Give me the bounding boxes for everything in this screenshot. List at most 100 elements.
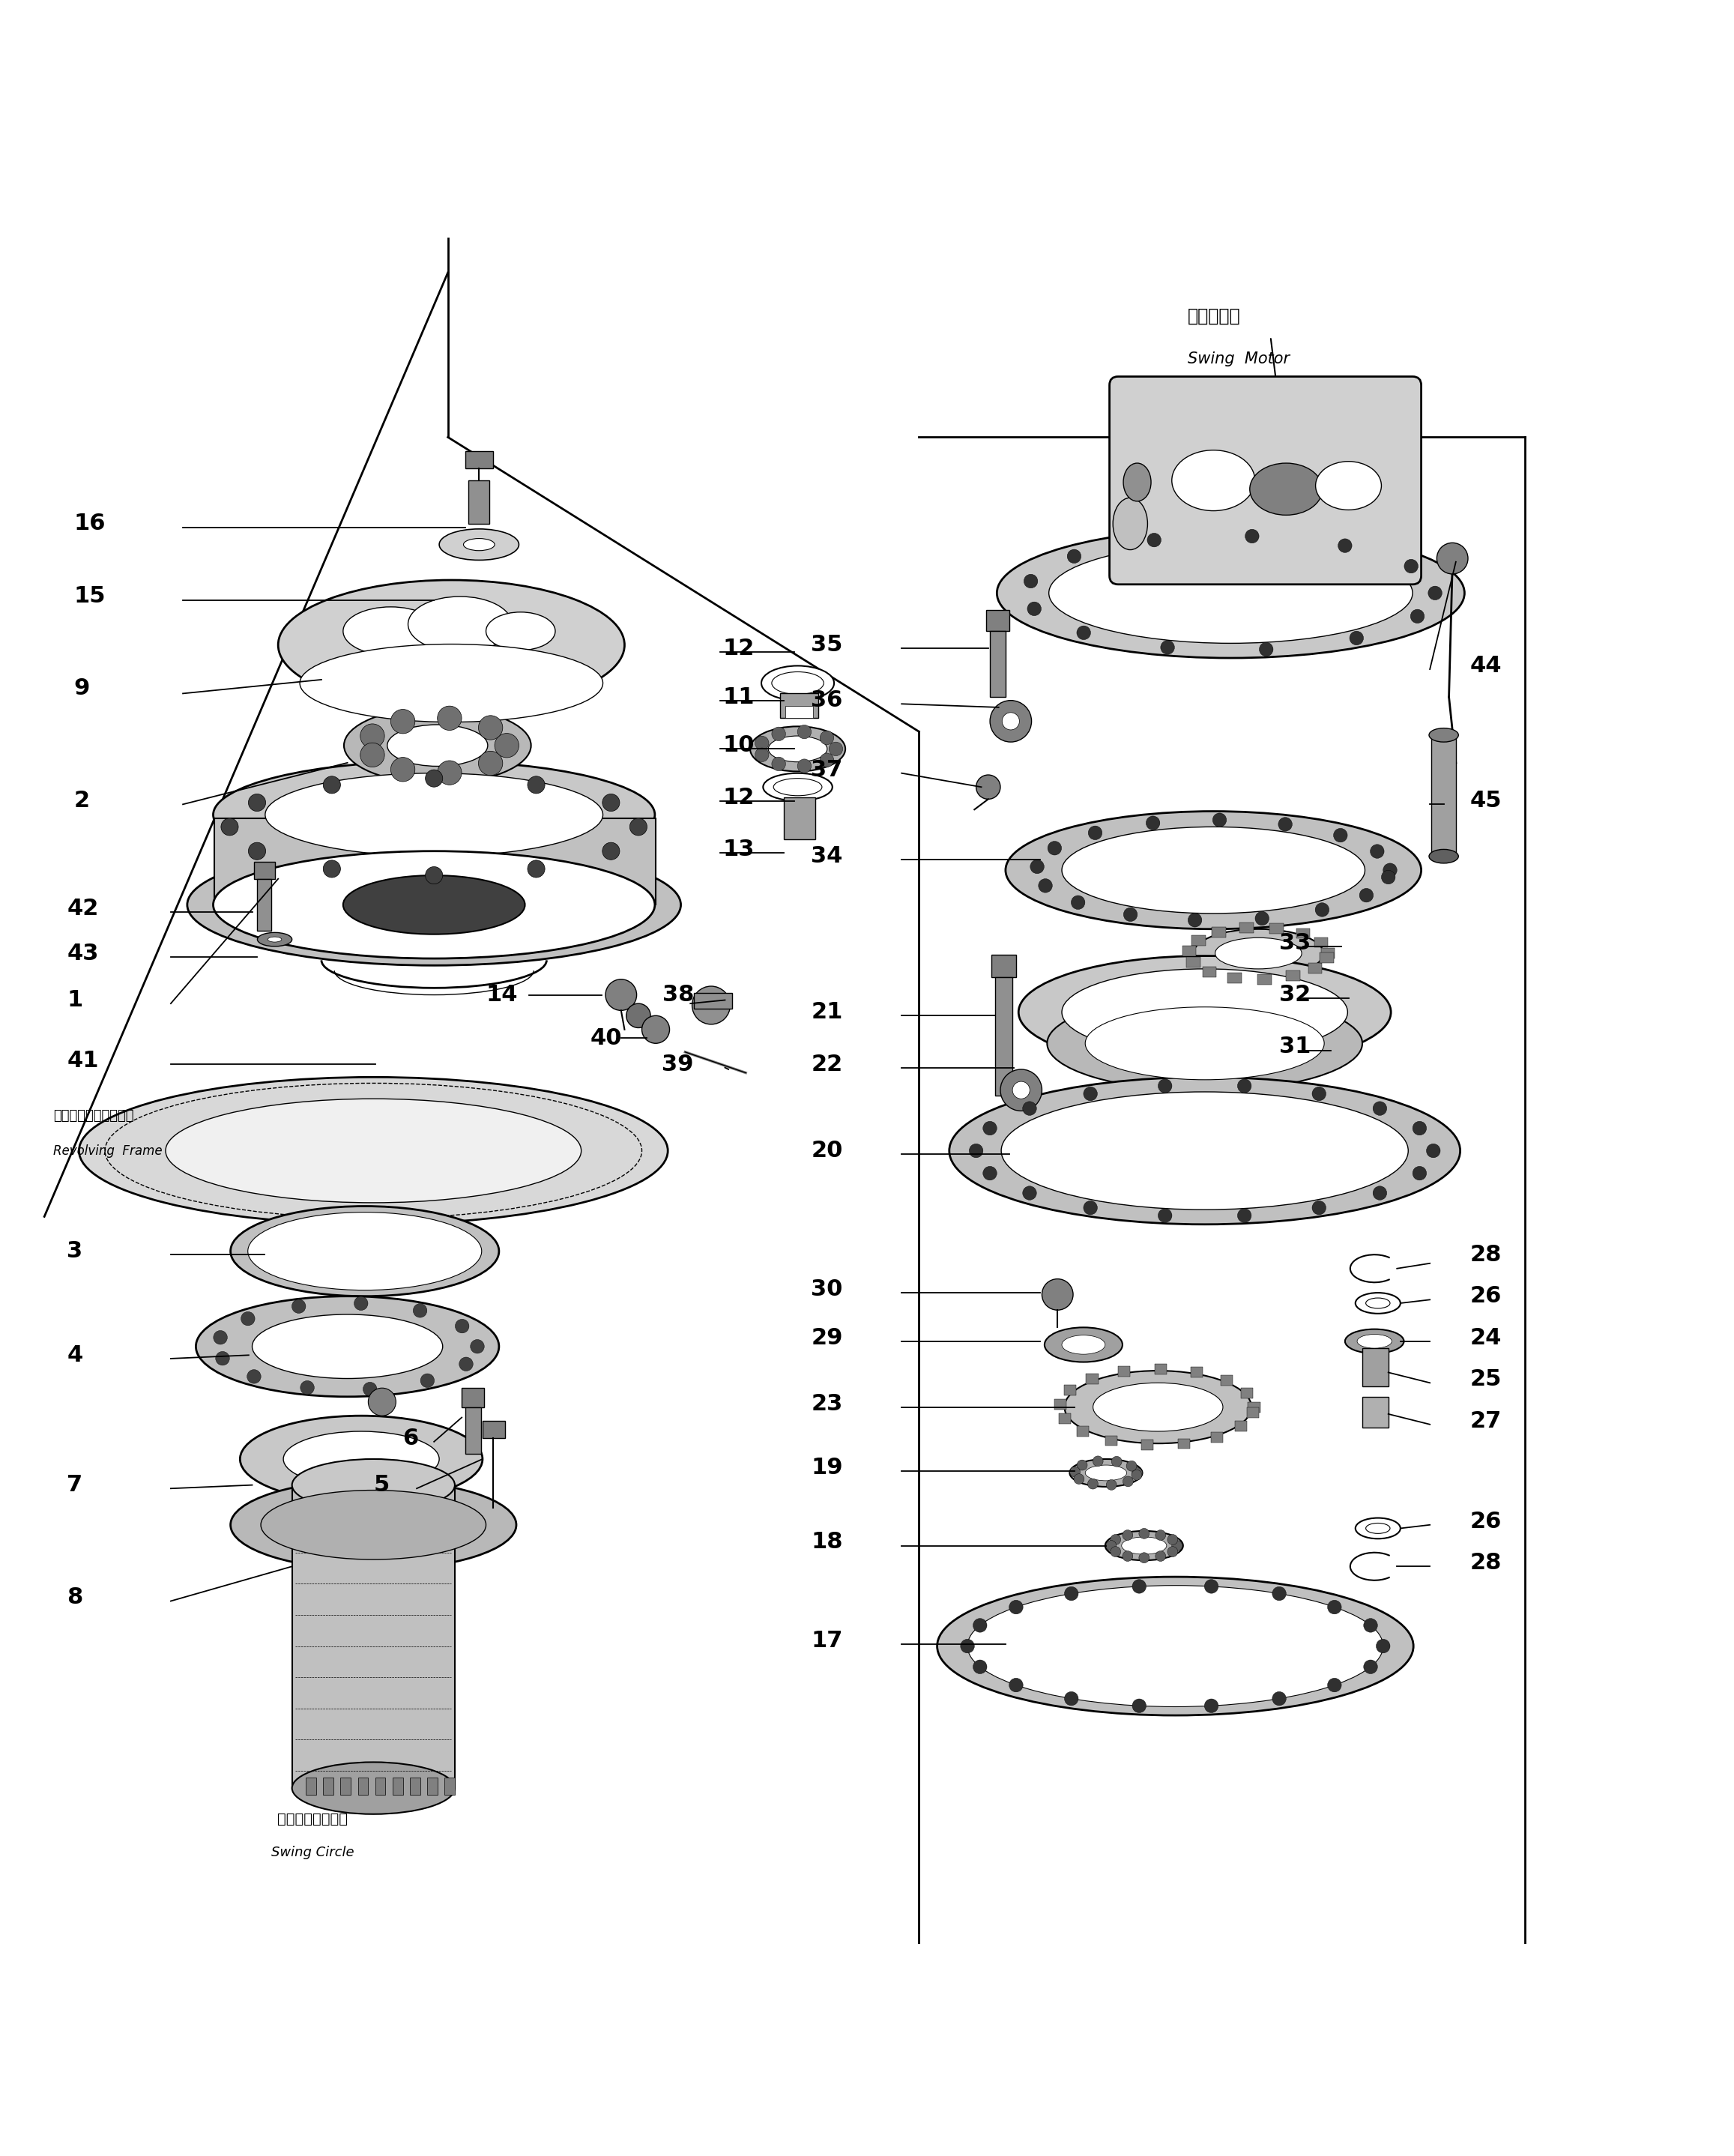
Ellipse shape (763, 774, 832, 800)
Circle shape (494, 733, 518, 757)
Circle shape (1070, 1466, 1080, 1477)
Text: 38: 38 (662, 983, 694, 1005)
Circle shape (1042, 1279, 1073, 1311)
Circle shape (1155, 1550, 1165, 1561)
Circle shape (1146, 815, 1160, 830)
Ellipse shape (165, 1100, 581, 1203)
Circle shape (1110, 1535, 1120, 1546)
Text: 10: 10 (723, 735, 754, 757)
Circle shape (1087, 1479, 1098, 1490)
Circle shape (1158, 1078, 1172, 1093)
Circle shape (1167, 1546, 1177, 1557)
Ellipse shape (1429, 849, 1458, 862)
Circle shape (1273, 1692, 1287, 1705)
Circle shape (1065, 1692, 1079, 1705)
Text: 13: 13 (723, 839, 754, 860)
Text: 42: 42 (68, 897, 99, 918)
Circle shape (1023, 1102, 1037, 1115)
Circle shape (1030, 860, 1044, 873)
Text: 31: 31 (1280, 1035, 1311, 1059)
Circle shape (1148, 533, 1162, 548)
Circle shape (390, 757, 414, 783)
Circle shape (1023, 1186, 1037, 1201)
Circle shape (354, 1296, 368, 1311)
Circle shape (437, 761, 461, 785)
Text: Swing  Motor: Swing Motor (1188, 351, 1290, 367)
Circle shape (1084, 1087, 1098, 1102)
Ellipse shape (291, 1460, 454, 1511)
Circle shape (1158, 1210, 1172, 1222)
Bar (784, 798, 815, 839)
Text: 26: 26 (1470, 1511, 1502, 1533)
Ellipse shape (997, 528, 1465, 658)
Ellipse shape (1356, 1294, 1401, 1313)
Bar (990, 632, 1006, 696)
Bar (1186, 957, 1200, 968)
Bar (992, 955, 1016, 977)
Circle shape (1382, 871, 1396, 884)
Ellipse shape (1250, 464, 1323, 515)
Circle shape (1359, 888, 1373, 901)
Circle shape (1273, 1587, 1287, 1600)
Ellipse shape (773, 778, 822, 796)
Ellipse shape (277, 1222, 451, 1281)
Ellipse shape (751, 727, 846, 772)
Circle shape (1132, 1468, 1143, 1479)
Bar (1432, 735, 1457, 856)
Circle shape (605, 979, 636, 1011)
Circle shape (626, 1003, 650, 1028)
Text: 41: 41 (68, 1050, 99, 1072)
Text: 16: 16 (75, 513, 106, 535)
Circle shape (1110, 1546, 1120, 1557)
Circle shape (1328, 1600, 1342, 1615)
Circle shape (1413, 1121, 1427, 1136)
Text: 1: 1 (68, 990, 83, 1011)
Circle shape (973, 1619, 987, 1632)
Bar (392, 1779, 402, 1796)
Ellipse shape (239, 1416, 482, 1503)
Bar (1221, 1376, 1233, 1386)
Ellipse shape (1065, 1371, 1252, 1445)
Circle shape (1313, 1087, 1327, 1102)
Ellipse shape (936, 1576, 1413, 1716)
Text: 37: 37 (812, 759, 843, 780)
Circle shape (1363, 1660, 1377, 1673)
Bar (1212, 927, 1226, 938)
Bar (468, 481, 489, 524)
Text: スイングサークル: スイングサークル (277, 1813, 349, 1826)
Circle shape (1002, 711, 1020, 731)
Circle shape (1363, 1619, 1377, 1632)
Circle shape (1429, 586, 1443, 599)
Circle shape (629, 817, 647, 837)
Ellipse shape (300, 645, 603, 722)
Ellipse shape (1124, 464, 1151, 500)
Circle shape (213, 1330, 227, 1345)
Ellipse shape (948, 1078, 1460, 1225)
Bar (987, 610, 1009, 632)
Circle shape (820, 752, 834, 768)
Circle shape (479, 750, 503, 776)
Circle shape (479, 716, 503, 740)
Bar (465, 451, 492, 468)
Text: 24: 24 (1470, 1326, 1502, 1350)
Circle shape (361, 724, 385, 748)
Circle shape (1160, 640, 1174, 653)
Circle shape (798, 724, 812, 740)
Ellipse shape (1061, 1335, 1105, 1354)
Circle shape (1333, 828, 1347, 843)
Circle shape (1077, 625, 1091, 640)
Ellipse shape (231, 1205, 499, 1296)
Circle shape (1077, 1460, 1087, 1470)
Bar (357, 1779, 368, 1796)
Text: 11: 11 (723, 686, 754, 707)
Bar (1183, 946, 1196, 957)
Circle shape (1405, 558, 1418, 573)
Ellipse shape (1085, 1466, 1127, 1481)
Bar (786, 705, 813, 718)
Circle shape (1122, 1550, 1132, 1561)
Bar (1363, 1348, 1389, 1386)
Ellipse shape (768, 735, 827, 761)
Bar (1248, 1401, 1261, 1412)
Ellipse shape (1105, 1531, 1183, 1561)
Ellipse shape (80, 1078, 668, 1225)
